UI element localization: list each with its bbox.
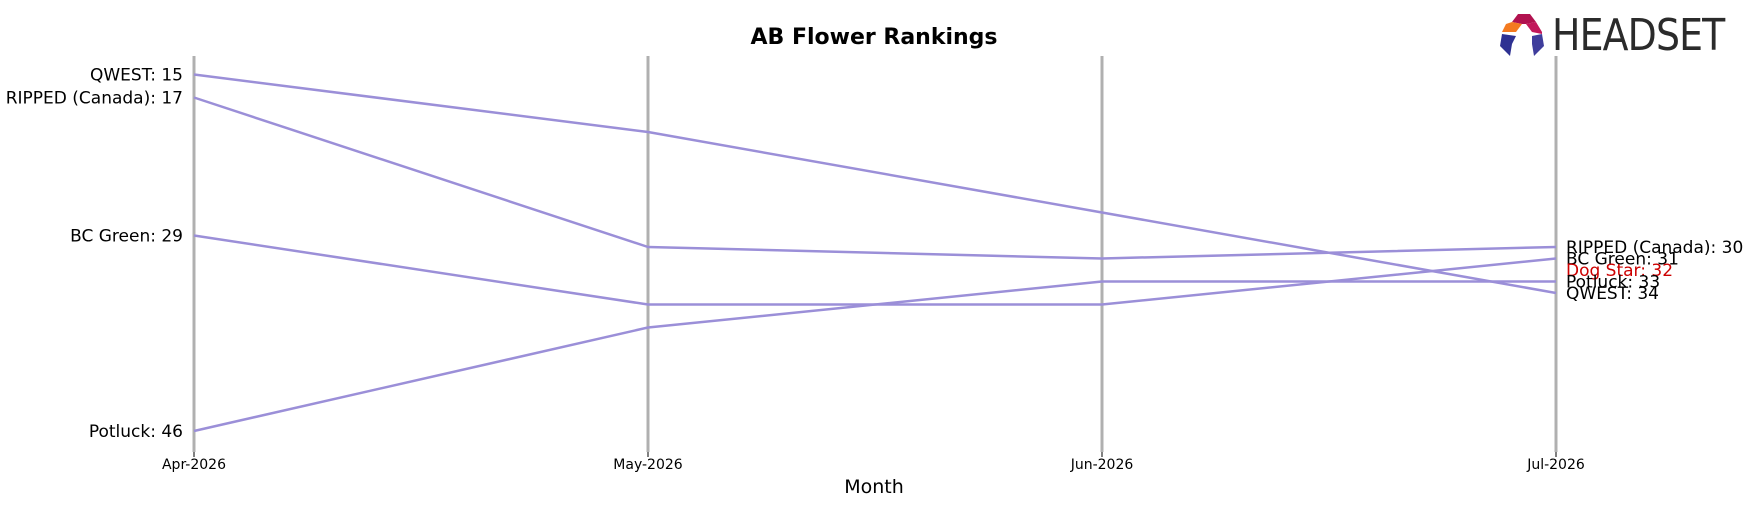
x-tick-label: Apr-2026 bbox=[162, 457, 226, 473]
chart-title: AB Flower Rankings bbox=[750, 25, 997, 50]
series-line-qwest bbox=[193, 73, 1557, 295]
series-lines bbox=[193, 73, 1557, 433]
series-line-bc-green bbox=[193, 234, 1557, 306]
headset-logo-icon bbox=[1500, 14, 1544, 56]
headset-logo-text: HEADSET bbox=[1552, 10, 1725, 61]
start-label: BC Green: 29 bbox=[70, 227, 183, 247]
x-tick-label: Jun-2026 bbox=[1070, 457, 1134, 473]
end-label: RIPPED (Canada): 30 bbox=[1566, 238, 1743, 258]
start-label: RIPPED (Canada): 17 bbox=[6, 89, 183, 109]
headset-logo: HEADSET bbox=[1496, 12, 1726, 64]
start-label: QWEST: 15 bbox=[90, 66, 183, 86]
series-line-potluck bbox=[193, 280, 1556, 433]
grid-lines bbox=[192, 56, 1558, 452]
end-label: BC Green: 31 bbox=[1566, 250, 1679, 270]
end-label: Dog Star: 32 bbox=[1566, 261, 1673, 281]
end-label: QWEST: 34 bbox=[1566, 284, 1659, 304]
x-axis-label: Month bbox=[844, 476, 904, 498]
end-label: Potluck: 33 bbox=[1566, 273, 1660, 293]
data-labels: QWEST: 15 RIPPED (Canada): 17 BC Green: 29… bbox=[6, 66, 1744, 443]
start-label: Potluck: 46 bbox=[89, 422, 183, 442]
x-tick-label: May-2026 bbox=[613, 457, 682, 473]
x-tick-label: Jul-2026 bbox=[1526, 457, 1585, 473]
series-line-ripped-canada- bbox=[193, 96, 1557, 260]
x-ticks: Apr-2026 May-2026 Jun-2026 Jul-2026 bbox=[162, 452, 1585, 473]
